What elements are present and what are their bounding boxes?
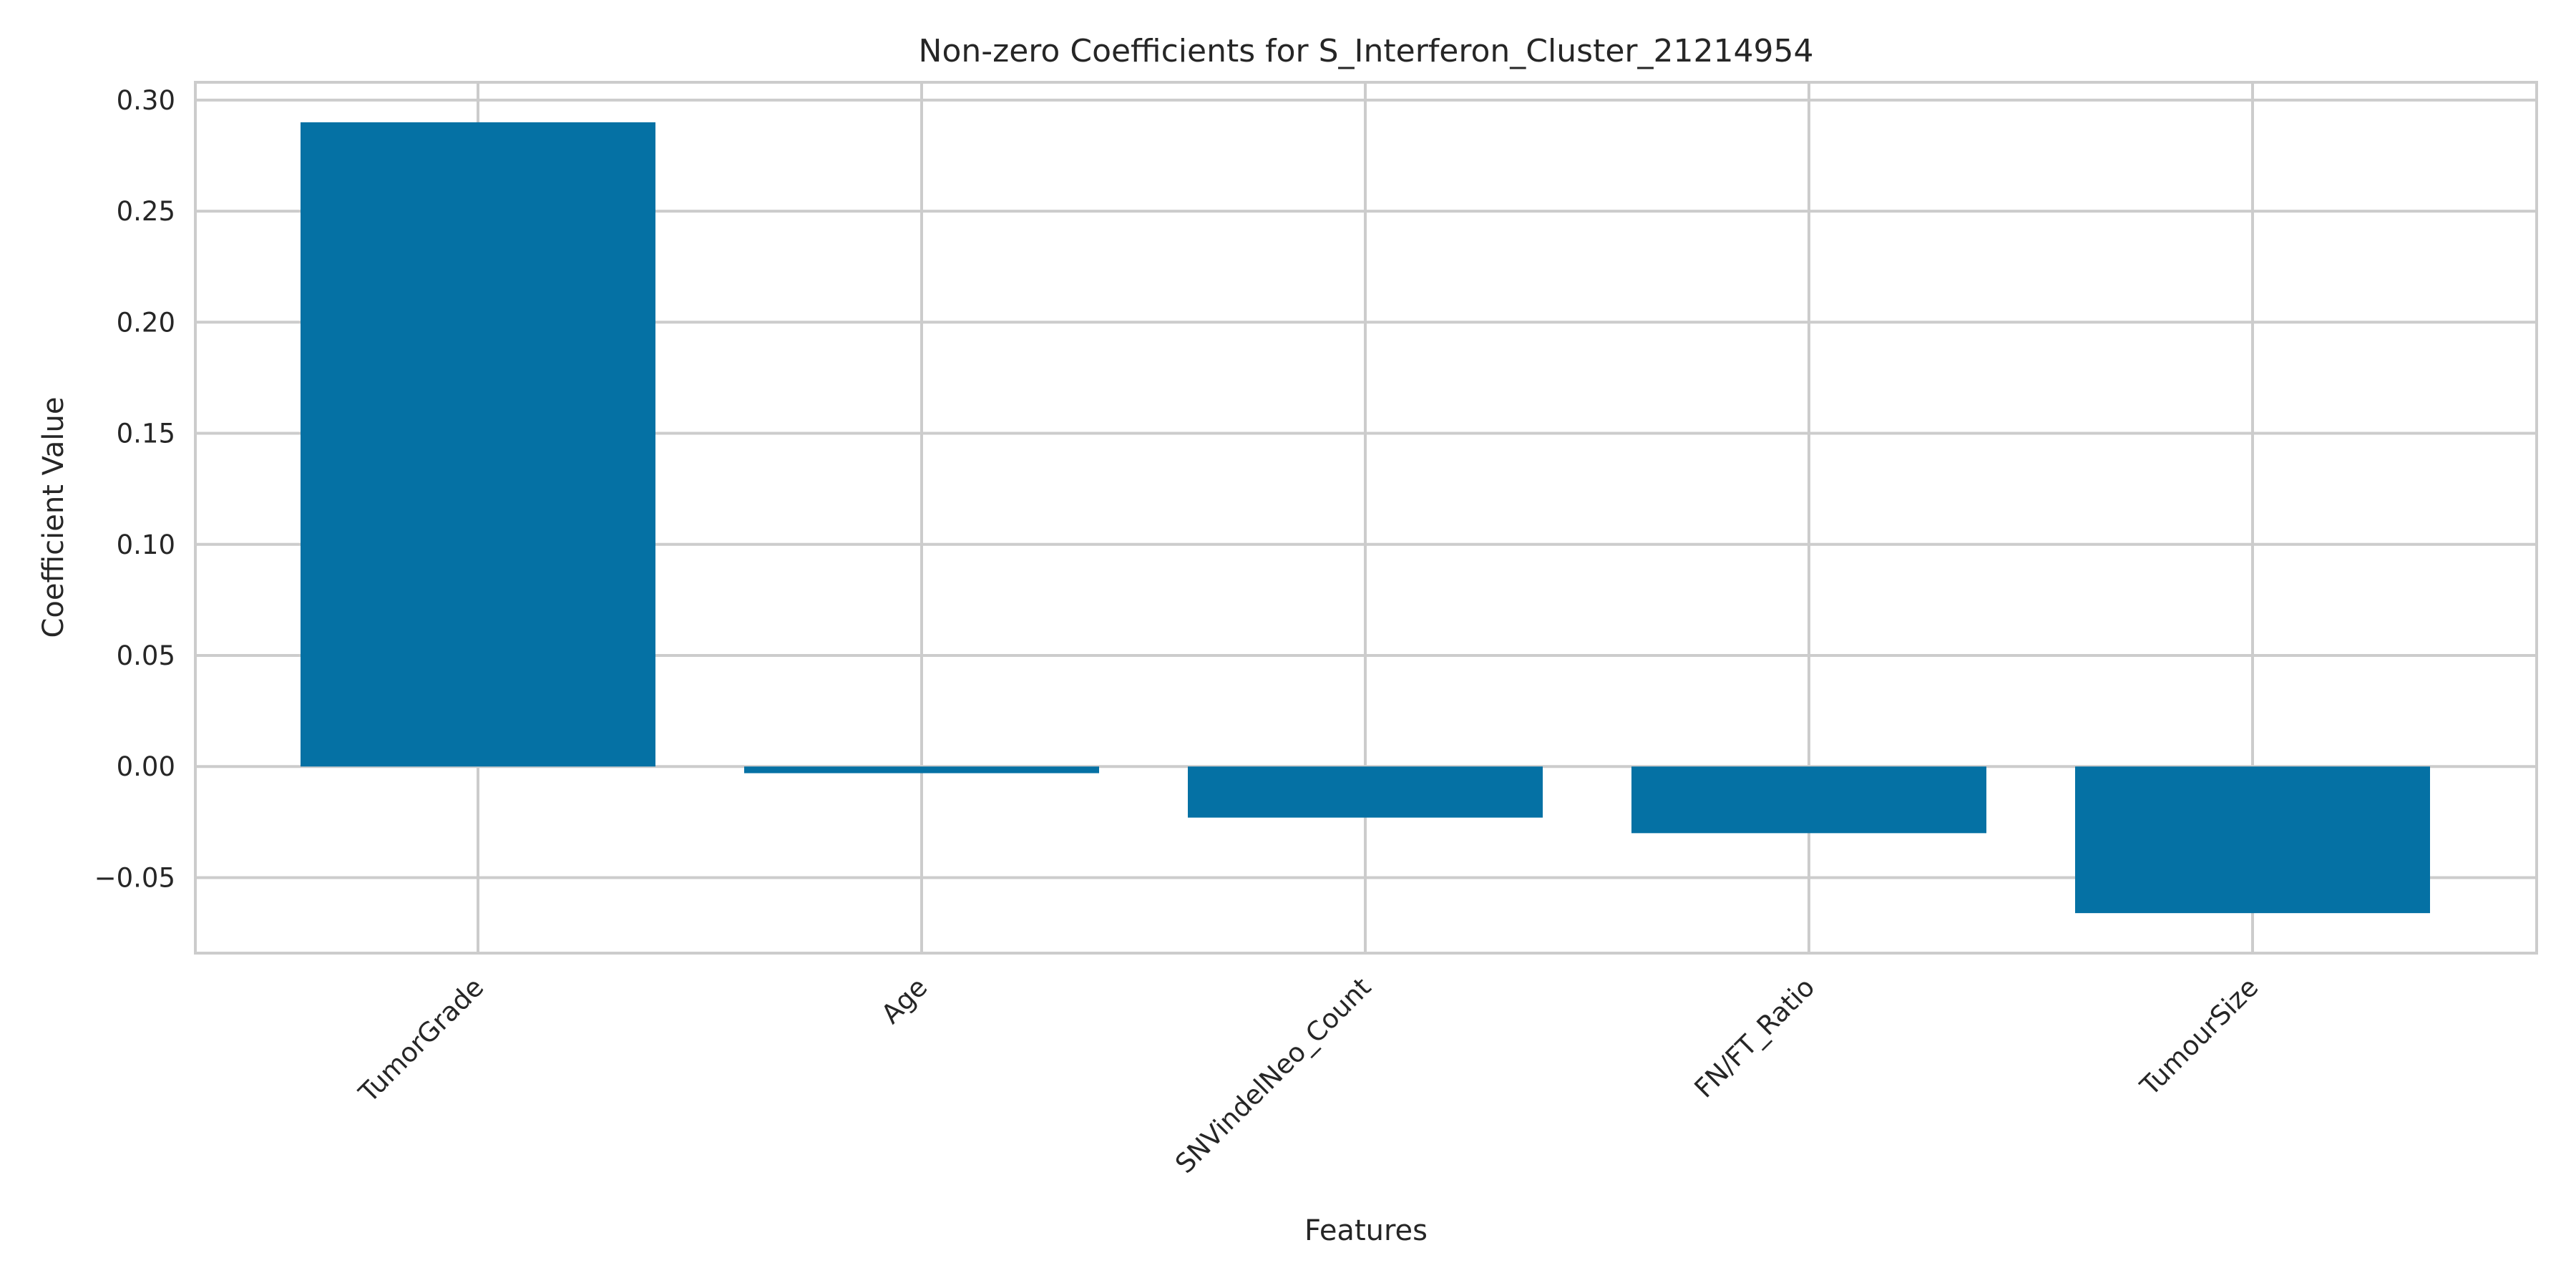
y-tick-label: 0.20	[117, 307, 175, 338]
x-axis-ticks: TumorGrade Age SNVindelNeo_Count FN/FT_Rati…	[353, 972, 2265, 1179]
y-tick-label: 0.05	[117, 640, 175, 671]
y-tick-label: −0.05	[94, 862, 175, 893]
x-tick-label: Age	[875, 972, 933, 1030]
x-axis-label: Features	[1304, 1214, 1428, 1247]
bar-tumorgrade	[301, 122, 655, 767]
y-axis-ticks: 0.30 0.25 0.20 0.15 0.10 0.05 0.00 −0.05	[94, 85, 175, 894]
chart-title: Non-zero Coefficients for S_Interferon_C…	[919, 33, 1814, 69]
y-tick-label: 0.25	[117, 196, 175, 227]
x-tick-label: TumourSize	[2134, 972, 2264, 1102]
y-tick-label: 0.15	[117, 419, 175, 449]
bar-snvindelneo-count	[1188, 766, 1543, 818]
x-tick-label: SNVindelNeo_Count	[1169, 972, 1377, 1179]
x-tick-label: TumorGrade	[353, 972, 490, 1109]
plot-frame	[194, 81, 2538, 955]
bars	[301, 122, 2430, 914]
y-tick-label: 0.30	[117, 85, 175, 116]
bar-age	[744, 766, 1099, 774]
y-axis-label: Coefficient Value	[37, 397, 70, 638]
bar-fn-ft-ratio	[1631, 766, 1986, 834]
y-tick-label: 0.00	[117, 751, 175, 782]
bar-tumoursize	[2075, 766, 2430, 914]
y-tick-label: 0.10	[117, 530, 175, 560]
x-tick-label: FN/FT_Ratio	[1689, 972, 1821, 1104]
